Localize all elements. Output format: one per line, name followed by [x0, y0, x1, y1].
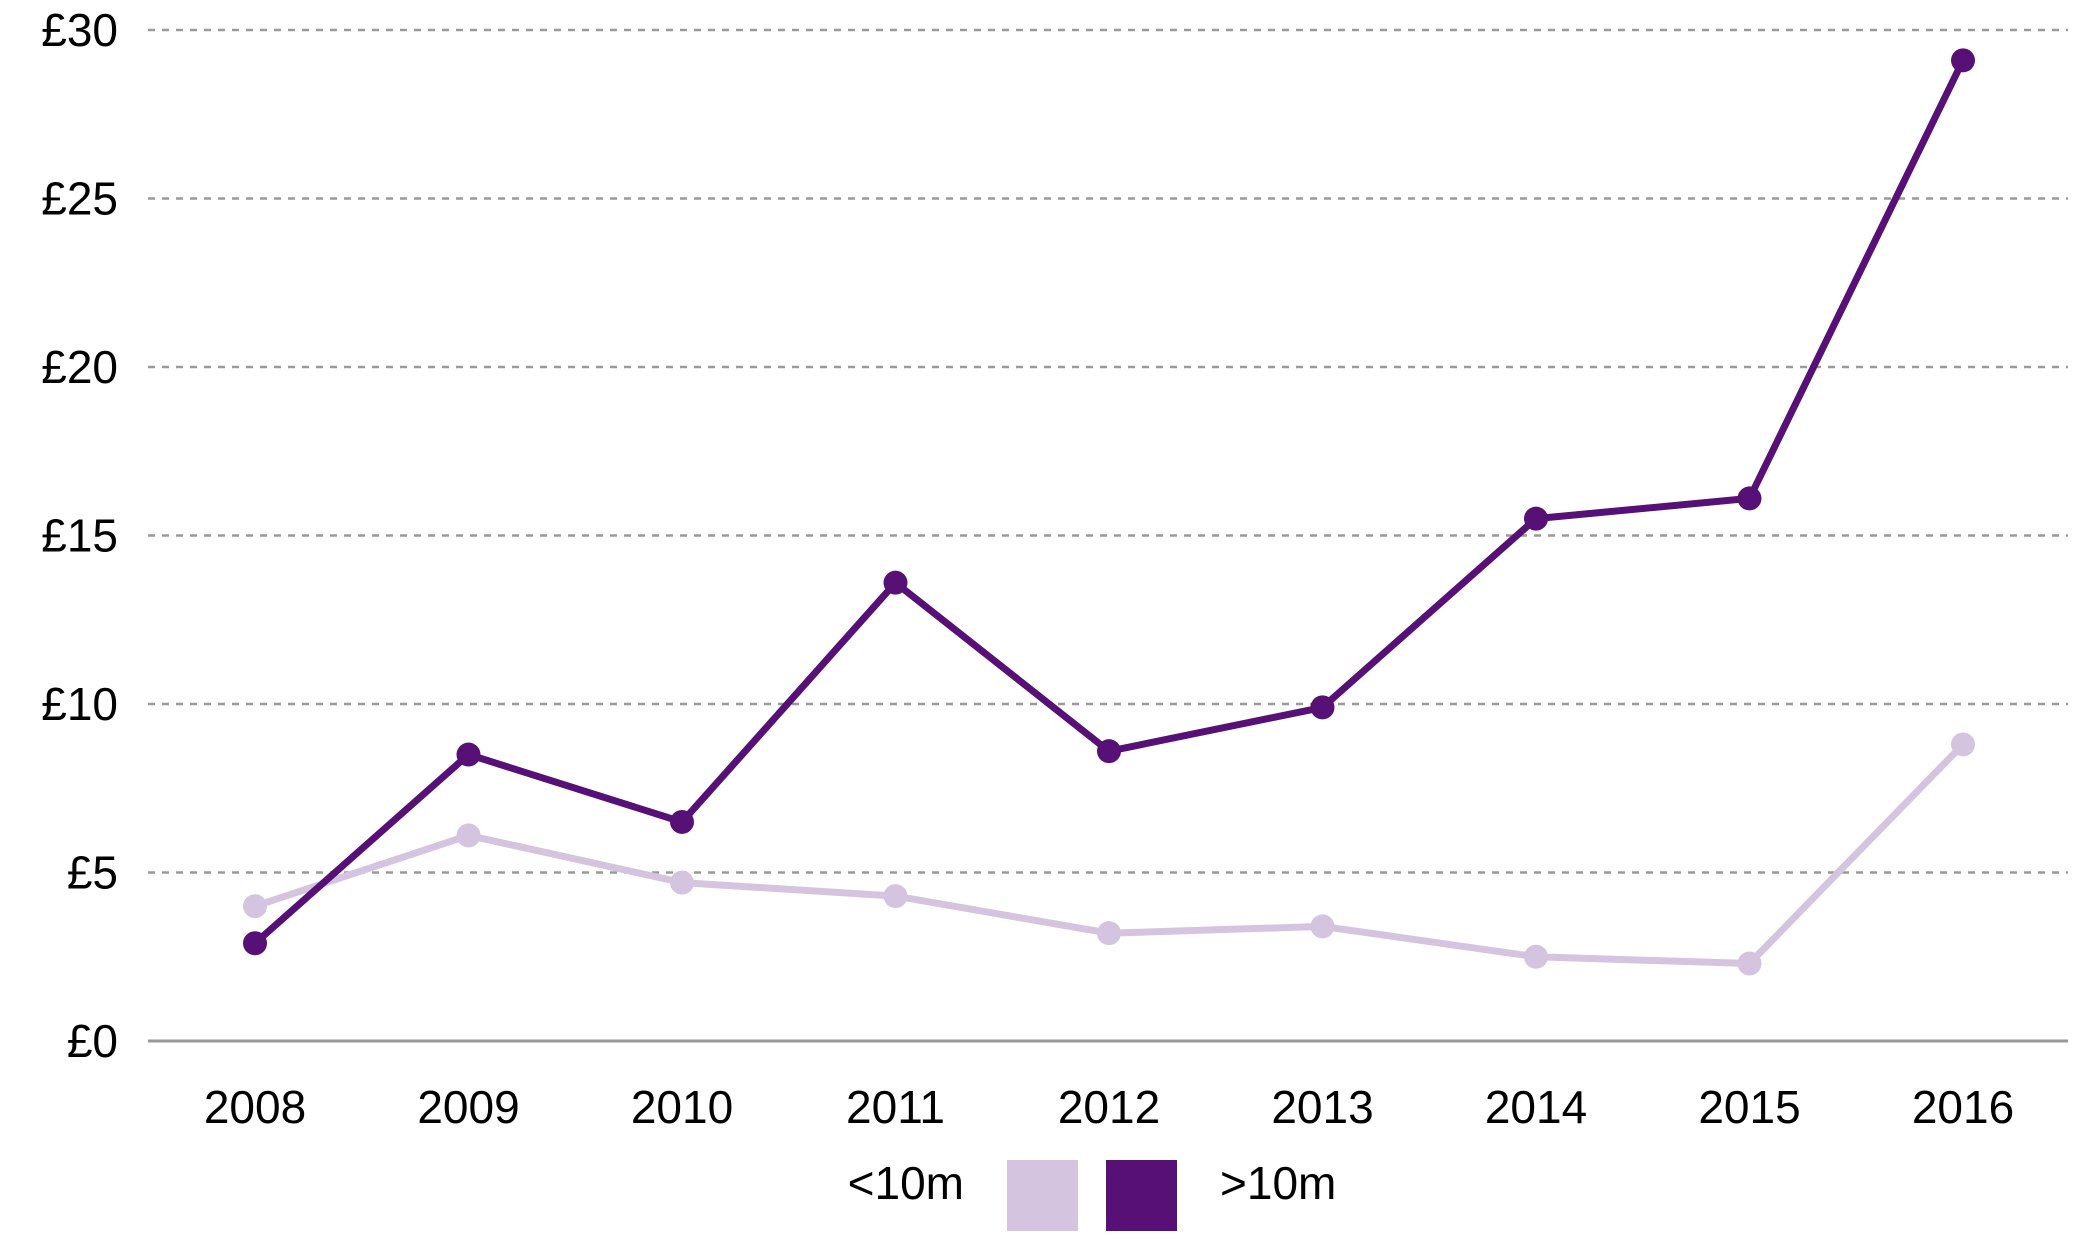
data-point	[243, 894, 267, 919]
series-over-10m	[243, 48, 1975, 956]
gridlines	[148, 28, 2068, 874]
x-tick-label: 2009	[417, 1081, 519, 1133]
data-point	[1737, 486, 1762, 511]
data-point	[1097, 739, 1121, 764]
legend-swatch-over-10m	[1106, 1160, 1177, 1231]
data-point	[1097, 921, 1121, 946]
series-under-10m	[243, 732, 1975, 976]
legend: <10m >10m	[848, 1157, 1336, 1231]
y-tick-label: £10	[41, 678, 118, 730]
x-tick-label: 2012	[1058, 1081, 1160, 1133]
legend-label-under-10m: <10m	[848, 1157, 964, 1209]
data-point	[1310, 695, 1335, 720]
y-tick-label: £15	[41, 510, 118, 562]
data-point	[1524, 944, 1548, 969]
data-point	[670, 870, 694, 895]
y-tick-label: £5	[67, 847, 118, 899]
x-tick-label: 2008	[204, 1081, 306, 1133]
data-point	[1951, 732, 1975, 757]
y-tick-label: £30	[41, 4, 118, 56]
series-line	[251, 56, 1967, 947]
data-point	[883, 884, 908, 909]
x-tick-label: 2013	[1271, 1081, 1373, 1133]
data-point	[456, 742, 481, 767]
data-point	[1737, 951, 1762, 976]
data-point	[1310, 914, 1335, 939]
data-point	[1951, 48, 1975, 73]
x-tick-label: 2011	[846, 1081, 945, 1133]
data-point	[456, 823, 481, 848]
x-tick-label: 2014	[1485, 1081, 1587, 1133]
series-lines	[243, 48, 1975, 976]
y-tick-label: £20	[41, 341, 118, 393]
x-tick-label: 2010	[631, 1081, 733, 1133]
x-tick-label: 2016	[1912, 1081, 2014, 1133]
data-point	[670, 809, 694, 834]
data-point	[243, 931, 267, 956]
y-tick-label: £0	[67, 1015, 118, 1067]
x-axis-labels: 2008 2009 2010 2011 2012 2013 2014 2015 2016	[204, 1081, 2014, 1133]
legend-label-over-10m: >10m	[1220, 1157, 1336, 1209]
legend-swatch-under-10m	[1007, 1160, 1078, 1231]
y-tick-label: £25	[41, 173, 118, 225]
data-point	[883, 570, 908, 595]
data-point	[1524, 506, 1548, 531]
y-axis: £0 £5 £10 £15 £20 £25 £30	[41, 4, 118, 1067]
x-tick-label: 2015	[1698, 1081, 1800, 1133]
